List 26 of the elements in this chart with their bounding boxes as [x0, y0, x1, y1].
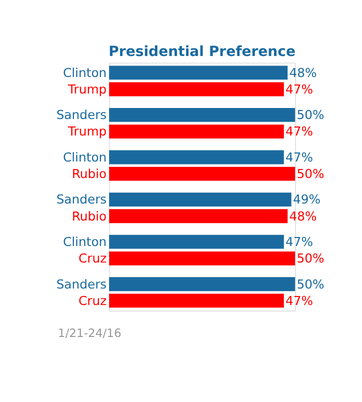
data-label: 47% — [286, 124, 314, 139]
data-label: 47% — [286, 292, 314, 308]
data-label: 48% — [289, 64, 318, 80]
data-label: 47% — [286, 81, 314, 96]
data-label: 47% — [286, 234, 314, 249]
data-label: 49% — [292, 192, 321, 207]
data-label: 50% — [296, 107, 324, 122]
chart-title: Presidential Preference — [108, 44, 296, 60]
data-label: 50% — [296, 276, 324, 292]
y-tick-label: Cruz — [78, 250, 107, 266]
y-tick-label: Cruz — [78, 292, 107, 308]
y-tick-label: Sanders — [56, 107, 107, 122]
data-label: 48% — [289, 208, 318, 224]
y-tick-label: Trump — [67, 124, 107, 139]
y-tick-label: Sanders — [56, 192, 107, 207]
data-label: 50% — [296, 250, 324, 266]
data-label: 47% — [286, 149, 314, 164]
data-label: 50% — [296, 166, 324, 181]
text: 1/21-24/16 — [58, 326, 122, 340]
y-tick-label: Trump — [67, 81, 107, 96]
y-tick-label: Clinton — [62, 234, 107, 249]
y-tick-label: Clinton — [62, 64, 107, 80]
y-tick-label: Sanders — [56, 276, 107, 292]
y-tick-label: Rubio — [72, 166, 107, 181]
y-tick-label: Clinton — [62, 149, 107, 164]
y-tick-label: Rubio — [72, 208, 107, 224]
